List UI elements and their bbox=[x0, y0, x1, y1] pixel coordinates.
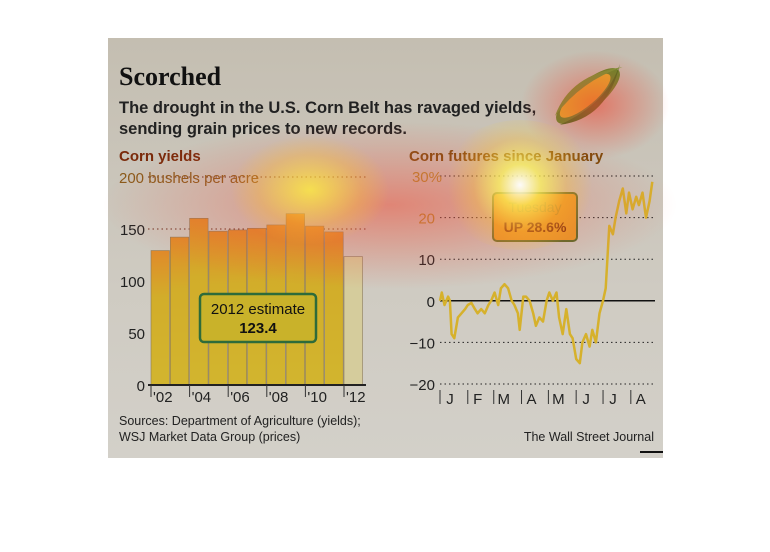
x-tick-label: '12 bbox=[346, 389, 366, 406]
subtitle-line-2: sending grain prices to new records. bbox=[119, 120, 407, 138]
x-tick-label: M bbox=[498, 391, 511, 408]
estimate-value: 123.4 bbox=[239, 320, 277, 337]
x-tick-label: J bbox=[446, 391, 454, 408]
x-tick-label: A bbox=[527, 391, 537, 408]
x-tick-label: '02 bbox=[153, 389, 173, 406]
y-tick-label: −10 bbox=[410, 335, 435, 352]
y-tick-label: 100 bbox=[120, 274, 145, 291]
tuesday-annotation: Tuesday UP 28.6% bbox=[492, 192, 578, 242]
title: Scorched bbox=[119, 62, 222, 91]
bar bbox=[150, 250, 170, 386]
y-tick-label: 50 bbox=[128, 326, 145, 343]
x-tick-label: '08 bbox=[269, 389, 289, 406]
y-tick-label: 10 bbox=[418, 252, 435, 269]
bar bbox=[324, 231, 344, 386]
x-tick-label: J bbox=[609, 391, 617, 408]
y-tick-label: 150 bbox=[120, 222, 145, 239]
sources-line-1: Sources: Department of Agriculture (yiel… bbox=[119, 414, 361, 428]
estimate-label: 2012 estimate bbox=[211, 301, 305, 318]
subtitle-line-1: The drought in the U.S. Corn Belt has ra… bbox=[119, 99, 536, 117]
y-axis-label: 200 bushels per acre bbox=[119, 170, 259, 187]
estimate-annotation: 2012 estimate 123.4 bbox=[198, 292, 318, 344]
x-tick-label: '04 bbox=[192, 389, 212, 406]
bar bbox=[343, 256, 363, 386]
corn-yields-title: Corn yields bbox=[119, 148, 201, 165]
x-tick-label: '10 bbox=[307, 389, 327, 406]
x-tick-label: '06 bbox=[230, 389, 250, 406]
x-tick-label: M bbox=[552, 391, 565, 408]
bar-chart: 0 50 100 150 200 bushels per acre '02 '04 '06 '0… bbox=[119, 170, 366, 406]
y-tick-label: 30% bbox=[412, 169, 442, 186]
y-tick-label: 20 bbox=[418, 211, 435, 228]
x-tick-label: A bbox=[636, 391, 646, 408]
y-tick-label: 0 bbox=[427, 294, 435, 311]
corn-cob-icon bbox=[555, 64, 623, 125]
tuesday-label: Tuesday bbox=[508, 199, 561, 215]
x-tick-label: J bbox=[582, 391, 590, 408]
sources-line-2: WSJ Market Data Group (prices) bbox=[119, 430, 300, 444]
corn-futures-title: Corn futures since January bbox=[409, 148, 604, 165]
tuesday-value: UP 28.6% bbox=[504, 219, 567, 235]
credit: The Wall Street Journal bbox=[524, 430, 654, 444]
x-tick-label: F bbox=[473, 391, 482, 408]
y-tick-label: −20 bbox=[410, 377, 435, 394]
y-tick-label: 0 bbox=[137, 378, 145, 395]
bar bbox=[170, 236, 190, 386]
